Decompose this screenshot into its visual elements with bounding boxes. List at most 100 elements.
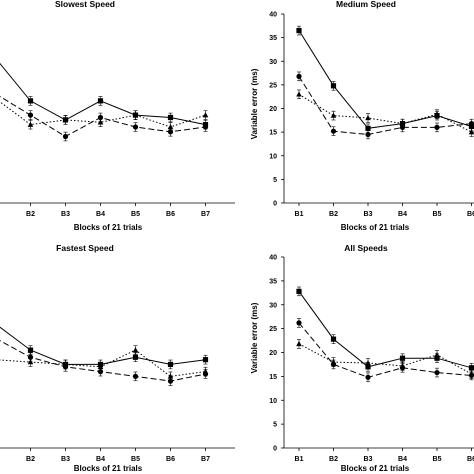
data-point-triangle (330, 359, 337, 365)
data-point-circle (97, 369, 104, 375)
data-point-triangle (202, 368, 209, 374)
y-tick-label: 10 (269, 153, 277, 160)
x-tick-label: B3 (364, 456, 373, 463)
y-tick-label: 25 (269, 82, 277, 89)
data-point-triangle (27, 121, 34, 127)
data-point-square (167, 114, 174, 121)
data-point-triangle (296, 91, 302, 97)
data-point-square (132, 354, 139, 360)
y-tick-label: 5 (273, 422, 277, 429)
x-tick-label: B7 (201, 211, 210, 218)
data-point-triangle (62, 116, 69, 123)
chart-title: Fastest Speed (56, 243, 114, 253)
data-point-circle (167, 378, 174, 384)
x-tick-label: B6 (166, 211, 175, 218)
x-tick-label: B6 (467, 211, 474, 218)
series-line-square (298, 291, 474, 369)
data-point-triangle (399, 120, 406, 126)
x-axis-label: Blocks of 21 trials (341, 223, 410, 232)
y-tick-label: 25 (269, 326, 277, 333)
data-point-triangle (296, 340, 302, 347)
data-point-square (468, 365, 474, 371)
y-tick-label: 15 (269, 374, 277, 381)
x-tick-label: B3 (61, 211, 70, 218)
y-tick-label: 0 (273, 446, 277, 453)
data-point-triangle (330, 112, 337, 118)
panel-slowest-speed: Slowest Speed Blocks of 21 trials B2 B3 B4… (0, 0, 235, 232)
y-axis-label: Variable error (ms) (250, 68, 259, 139)
data-point-circle (330, 128, 337, 134)
series-line-square (298, 30, 474, 129)
data-point-circle (167, 129, 174, 135)
y-tick-label: 15 (269, 130, 277, 137)
data-point-circle (365, 131, 371, 138)
x-tick-label: B5 (131, 456, 140, 463)
panel-medium-speed: Medium Speed Blocks of 21 trials Variabl… (250, 0, 474, 232)
data-point-circle (296, 73, 302, 79)
x-axis-label: Blocks of 21 trials (74, 223, 143, 232)
x-tick-label: B4 (96, 211, 105, 218)
y-tick-label: 35 (269, 35, 277, 42)
data-point-triangle (27, 359, 34, 365)
panel-all-speeds: All Speeds Blocks of 21 trials Variable … (250, 243, 474, 473)
x-tick-label: B2 (329, 211, 338, 218)
data-point-square (296, 27, 302, 34)
x-tick-label: B6 (166, 456, 175, 463)
y-tick-label: 40 (269, 255, 277, 262)
y-tick-label: 40 (269, 12, 277, 19)
data-point-triangle (202, 112, 209, 118)
data-point-square (167, 361, 174, 368)
x-tick-label: B5 (433, 211, 442, 218)
data-point-triangle (167, 124, 174, 130)
y-tick-label: 35 (269, 278, 277, 285)
data-point-circle (365, 374, 371, 380)
data-point-triangle (97, 119, 104, 125)
x-axis-label: Blocks of 21 trials (74, 464, 143, 473)
y-tick-label: 0 (273, 201, 277, 208)
data-point-circle (97, 114, 104, 121)
data-point-triangle (434, 111, 440, 117)
y-tick-label: 30 (269, 59, 277, 66)
y-axis-label: Variable error (ms) (250, 302, 259, 373)
chart-title: Medium Speed (336, 0, 396, 9)
data-point-triangle (132, 112, 139, 118)
data-point-square (97, 98, 104, 104)
data-point-circle (132, 373, 139, 379)
series-line-circle (298, 322, 474, 378)
data-point-triangle (132, 347, 139, 353)
y-tick-label: 5 (273, 177, 277, 184)
x-tick-label: B5 (131, 211, 140, 218)
x-tick-label: B1 (295, 456, 304, 463)
y-tick-label: 20 (269, 106, 277, 113)
x-tick-label: B2 (26, 211, 35, 218)
data-point-triangle (399, 362, 406, 369)
data-point-square (202, 357, 209, 363)
x-tick-label: B4 (398, 211, 407, 218)
x-axis-label: Blocks of 21 trials (341, 464, 410, 473)
data-point-circle (296, 320, 302, 326)
panel-fastest-speed: Fastest Speed Blocks of 21 trials B2 B3 B4… (0, 243, 235, 473)
data-point-triangle (468, 129, 474, 135)
y-tick-label: 10 (269, 398, 277, 405)
data-point-circle (27, 354, 34, 360)
data-point-triangle (365, 360, 371, 366)
data-point-circle (62, 133, 69, 140)
x-tick-label: B5 (433, 456, 442, 463)
y-tick-label: 20 (269, 350, 277, 357)
series-line-triangle (298, 93, 474, 133)
data-point-triangle (468, 370, 474, 377)
data-point-square (296, 288, 302, 294)
data-point-circle (27, 112, 34, 118)
data-point-triangle (97, 363, 104, 370)
data-point-triangle (434, 351, 440, 358)
data-point-circle (468, 121, 474, 127)
data-point-triangle (62, 361, 69, 367)
x-tick-label: B7 (201, 456, 210, 463)
data-point-circle (202, 124, 209, 130)
data-point-circle (434, 124, 440, 130)
chart-title: Slowest Speed (55, 0, 115, 9)
x-tick-label: B4 (398, 456, 407, 463)
x-tick-label: B2 (329, 456, 338, 463)
data-point-triangle (365, 114, 371, 121)
